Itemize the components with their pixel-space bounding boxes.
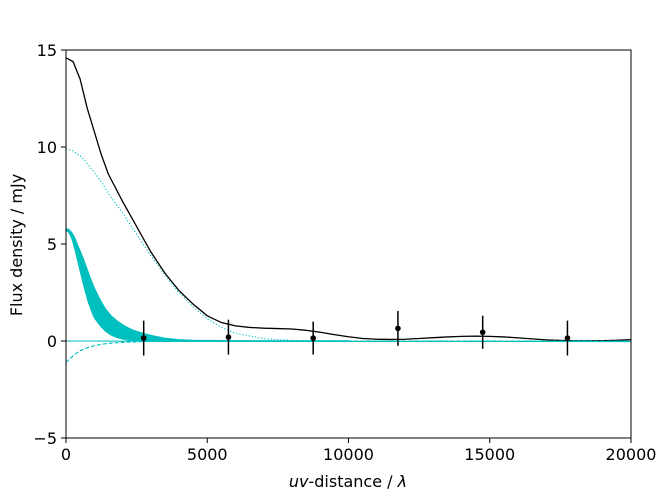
data-point bbox=[564, 335, 571, 341]
data-point bbox=[310, 335, 316, 341]
x-tick-label: 20000 bbox=[606, 445, 657, 464]
y-tick-label: 5 bbox=[47, 235, 57, 254]
x-tick-label: 15000 bbox=[464, 445, 515, 464]
data-point bbox=[140, 335, 147, 341]
series-line-solid-0 bbox=[66, 57, 631, 342]
x-tick-label: 10000 bbox=[323, 445, 374, 464]
series-line-dashed-2 bbox=[66, 340, 631, 363]
data-point bbox=[225, 334, 232, 340]
data-point bbox=[395, 325, 401, 332]
data-point bbox=[479, 329, 486, 336]
y-tick-label: 10 bbox=[37, 138, 57, 157]
y-tick-label: 15 bbox=[37, 41, 57, 60]
plot-area bbox=[66, 57, 631, 363]
y-axis-label: Flux density / mJy bbox=[7, 174, 26, 316]
y-tick-label: 0 bbox=[47, 332, 57, 351]
axes-frame bbox=[65, 49, 632, 439]
x-tick-label: 5000 bbox=[187, 445, 228, 464]
x-axis-label-text: -distance / bbox=[309, 472, 398, 491]
x-tick-label: 0 bbox=[61, 445, 71, 464]
plot-content bbox=[66, 57, 631, 363]
x-axis-label-italic: uv bbox=[289, 472, 309, 491]
y-tick-label: −5 bbox=[33, 429, 57, 448]
series-line-dotted-1 bbox=[66, 148, 631, 342]
x-axis-label: uv-distance / λ bbox=[289, 472, 407, 491]
x-axis-label-symbol: λ bbox=[397, 472, 407, 491]
series-line-solid-3 bbox=[66, 340, 631, 343]
model-band bbox=[66, 227, 349, 342]
